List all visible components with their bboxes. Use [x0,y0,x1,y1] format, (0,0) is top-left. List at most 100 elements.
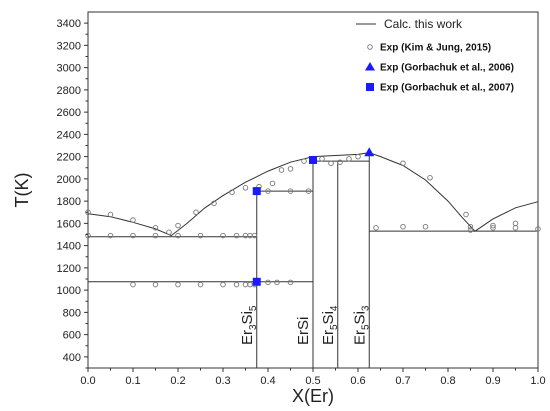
x-tick-label: 0.7 [395,375,410,387]
exp-circle-point [130,217,136,223]
phase-label: Er3Si5 [239,305,259,345]
exp-circle-point [512,220,519,227]
exp-circle-point [130,281,136,288]
exp-circle-point [107,232,114,239]
x-tick-label: 0.6 [350,375,365,387]
y-axis-title: T(K) [12,173,32,208]
exp-circle-point [220,232,226,239]
exp-square-point [252,277,261,286]
exp-circle-point [319,156,325,162]
exp-circle-point [175,232,181,239]
x-axis-title: X(Er) [292,386,334,406]
exp-circle-point [512,225,519,231]
phase-label: ErSi [295,317,312,345]
x-tick-label: 0.8 [440,375,455,387]
exp-circle-point [175,281,181,288]
exp-circle-point [251,232,258,239]
exp-circle-point [229,189,235,195]
x-tick-label: 0.1 [125,375,140,387]
exp-circle-point [197,232,204,239]
legend-label: Exp (Kim & Jung, 2015) [380,43,491,54]
x-tick-label: 0.3 [215,375,230,387]
exp-circle-point [265,188,271,194]
exp-circle-point [242,185,249,191]
exp-circle-point [233,281,240,288]
legend-label: Exp (Gorbachuk et al., 2007) [380,83,514,94]
exp-circle-point [305,188,312,194]
y-tick-label: 2800 [57,85,81,97]
x-tick-label: 0.2 [170,375,185,387]
exp-circle-point [152,281,159,288]
exp-circle-point [467,227,474,233]
calc-lines [87,152,539,368]
exp-circle-point [301,158,307,164]
exp-circle-point [490,225,496,231]
y-tick-label: 1200 [57,263,81,275]
exp-circle-point [463,211,469,218]
y-tick-label: 3200 [57,40,81,52]
x-tick-label: 0.5 [305,375,320,387]
exp-circle-point [278,167,285,173]
y-tick-label: 2200 [57,152,81,164]
exp-circle-point [287,166,294,172]
y-tick-label: 3000 [57,63,81,75]
x-tick-label: 0.4 [260,375,275,387]
y-tick-label: 800 [63,307,81,319]
exp-circle-point [247,281,253,288]
exp-circle-point [337,159,343,165]
exp-circle-point [346,156,352,162]
legend-triangle-swatch [365,62,375,71]
y-tick-label: 2400 [57,129,81,141]
exp-circle-point [490,222,496,229]
exp-circle-point [400,223,406,230]
exp-circle-point [166,229,172,236]
legend-square-swatch [366,83,374,91]
exp-circle-point [287,279,294,286]
exp-circle-point [355,153,361,160]
legend-label: Exp (Gorbachuk et al., 2006) [380,63,514,74]
legend-circle-swatch [367,44,373,50]
phase-label: Er5Si3 [351,305,371,345]
y-tick-label: 3400 [57,18,81,30]
y-tick-label: 1800 [57,196,81,208]
y-tick-label: 1400 [57,241,81,253]
exp-circle-point [152,225,159,231]
exp-circle-point [175,222,181,229]
exp-circle-point [535,226,541,232]
x-tick-label: 1.0 [530,375,545,387]
y-tick-label: 2000 [57,174,81,186]
y-tick-label: 2600 [57,107,81,119]
exp-circle-point [328,160,334,167]
exp-circle-point [422,223,429,230]
y-tick-label: 1600 [57,218,81,230]
phase-labels: Er3Si5 ErSi Er5Si4 Er5Si3 [239,305,372,345]
phase-label: Er5Si4 [320,305,340,345]
y-tick-label: 1000 [57,285,81,297]
y-tick-label: 400 [63,352,81,364]
exp-circle-point [269,180,276,187]
exp-circle-point [400,160,406,167]
exp-circle-point [85,232,91,239]
exp-circle-point [233,232,240,239]
x-tick-label: 0.0 [80,375,95,387]
exp-circle-point [152,232,159,239]
legend-label: Calc. this work [384,17,463,31]
exp-circle-point [193,209,199,215]
exp-square-point [309,155,317,164]
exp-circle-point [265,279,271,286]
legend: Calc. this work Exp (Kim & Jung, 2015) Exp… [356,17,514,94]
exp-square-point [252,187,261,196]
exp-circle-point [373,225,379,231]
markers [85,147,541,288]
exp-circle-point [130,232,136,239]
exp-circle-point [211,200,217,207]
exp-circle-point [427,175,433,181]
y-tick-label: 600 [63,330,81,342]
exp-circle-point [107,211,114,218]
exp-circle-point [274,279,280,286]
x-tick-label: 0.9 [485,375,500,387]
exp-triangle-point [364,147,375,157]
ticks: 0.0 0.1 0.2 0.3 0.4 0.5 0.6 0.7 0.8 0.9 1.0 400 600 8… [57,18,546,387]
exp-circle-point [287,188,294,194]
